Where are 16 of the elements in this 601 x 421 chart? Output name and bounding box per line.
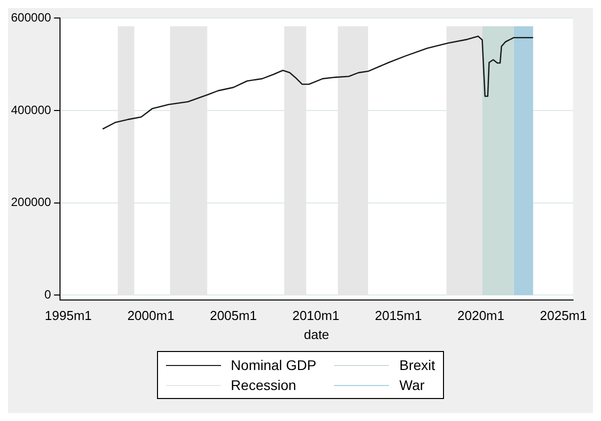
x-tick-label: 2015m1 [374,308,422,324]
x-tick-label: 2005m1 [210,308,257,324]
x-tick-label: 2010m1 [292,308,340,324]
legend-label: Nominal GDP [230,357,316,373]
x-tick-label: 2025m1 [540,308,587,324]
x-tick-label: 2000m1 [127,308,174,324]
y-tick-label: 400000 [10,102,52,117]
x-axis-title: date [304,326,330,342]
x-tick-label: 2020m1 [457,308,504,324]
legend-label: Brexit [399,357,436,373]
legend-label: War [399,377,425,393]
y-tick-label: 200000 [10,195,52,210]
y-tick-label: 600000 [10,10,52,25]
x-tick-label: 1995m1 [44,308,92,324]
legend-label: Recession [230,377,296,393]
y-tick-label: 0 [44,287,52,302]
